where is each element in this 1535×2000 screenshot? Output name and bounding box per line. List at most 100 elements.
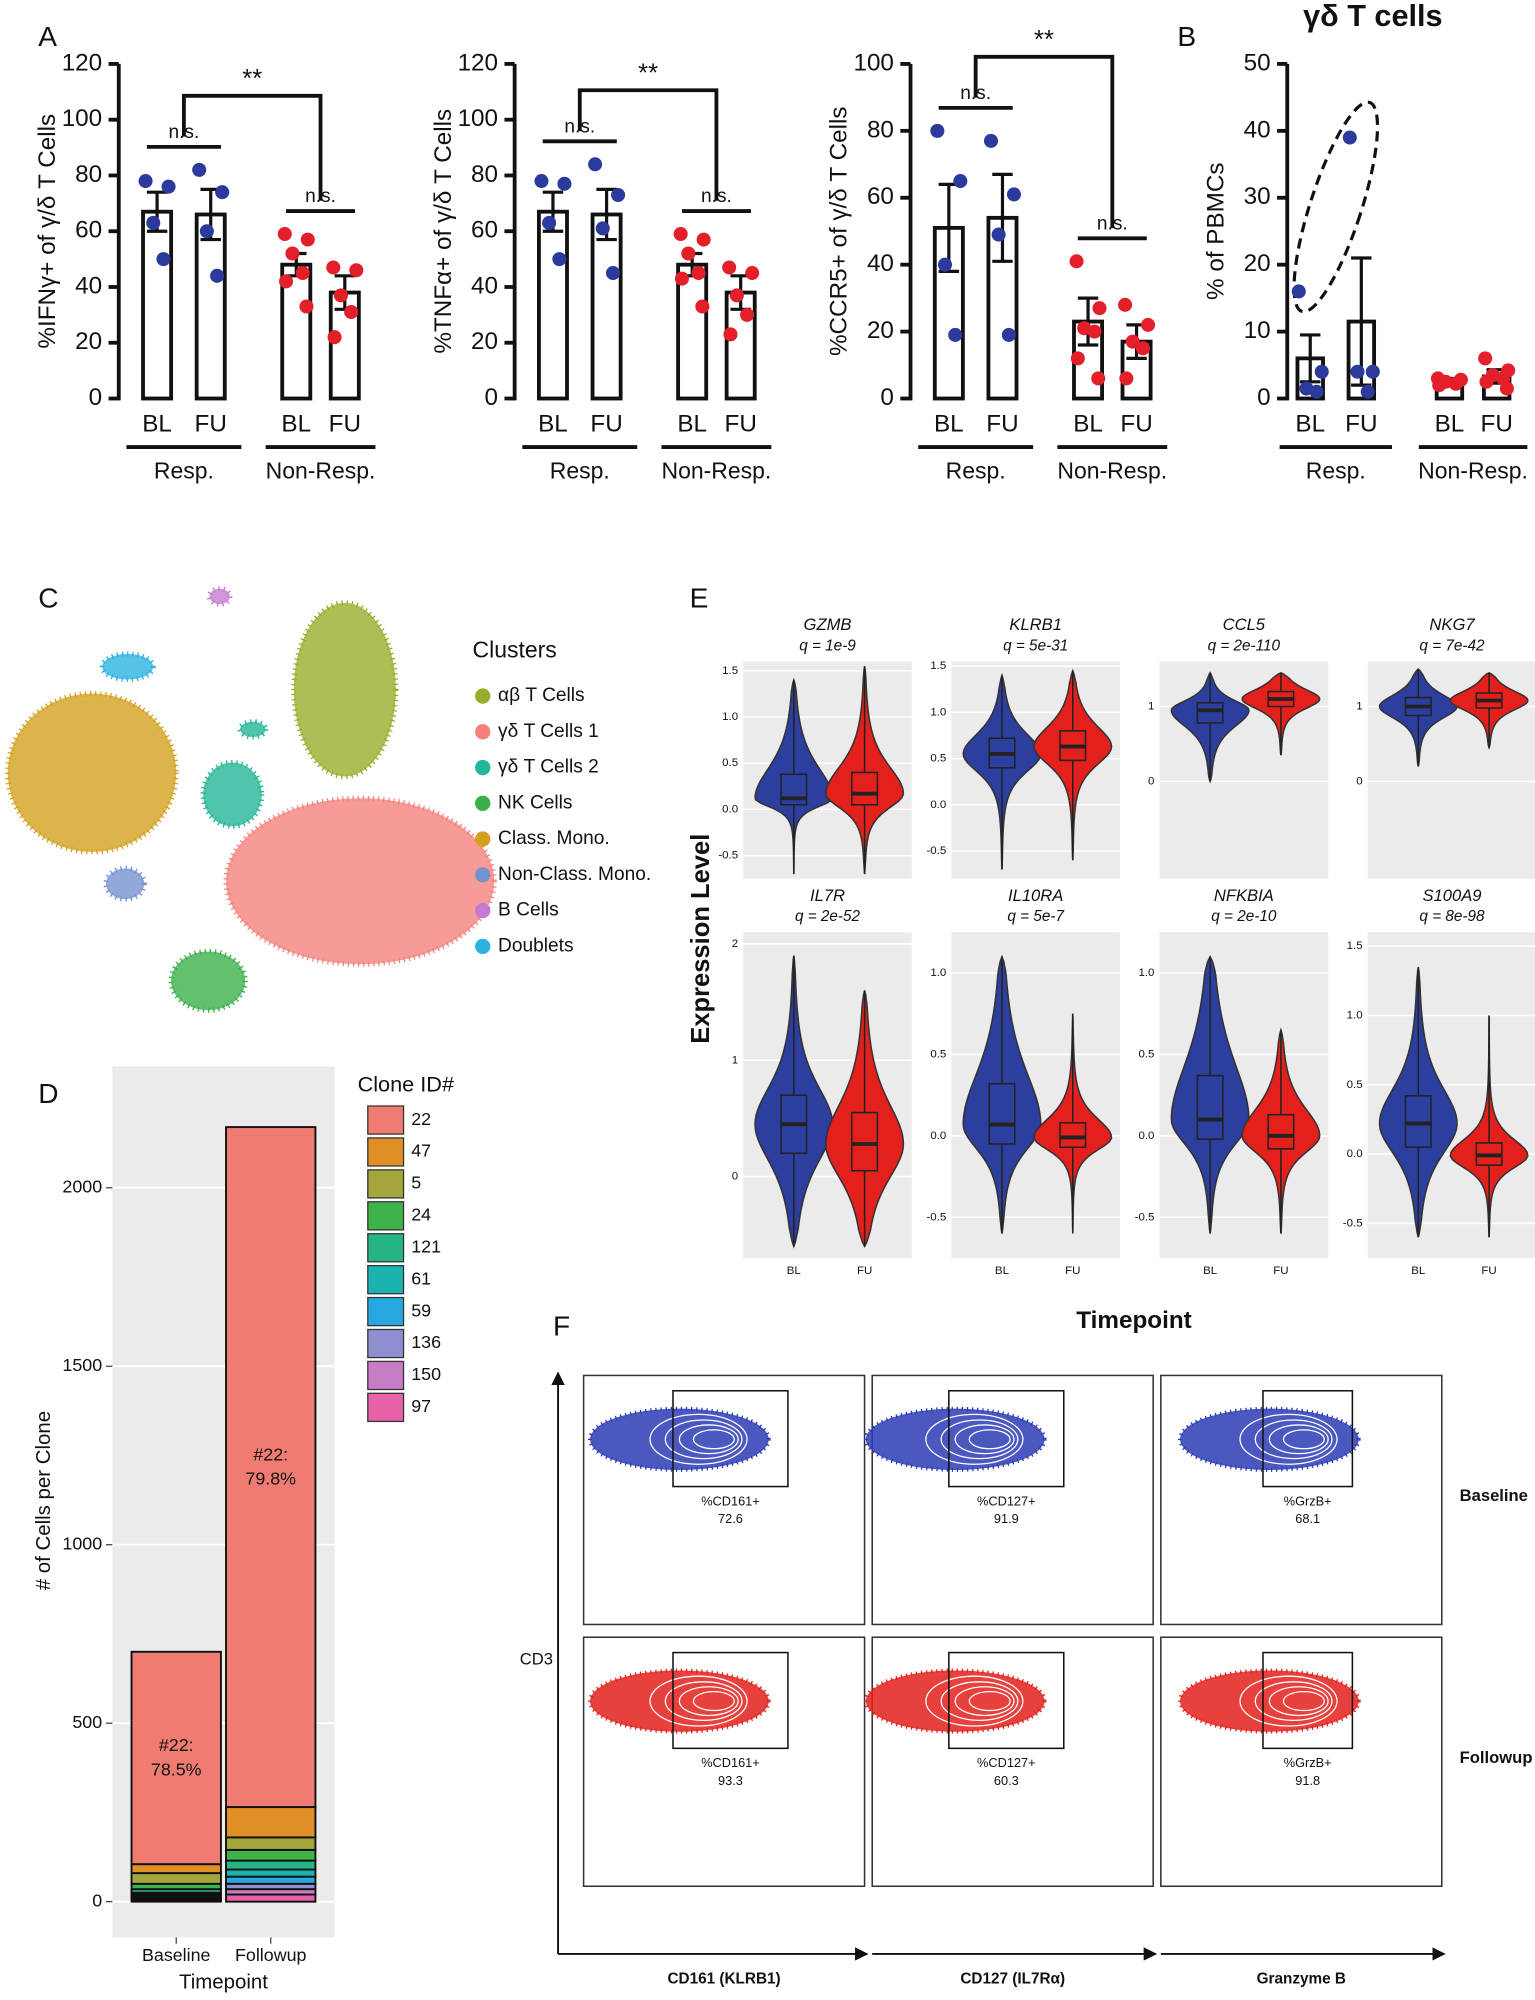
data-point bbox=[1479, 374, 1494, 389]
group-label: Non-Resp. bbox=[662, 458, 772, 484]
y-tick-label: 100 bbox=[853, 49, 893, 76]
box bbox=[851, 771, 879, 806]
data-point bbox=[1125, 334, 1140, 349]
data-point bbox=[333, 288, 348, 303]
contour bbox=[664, 1419, 743, 1460]
contour bbox=[649, 1413, 748, 1465]
data-point bbox=[299, 299, 314, 314]
bar bbox=[141, 209, 174, 401]
legend-label: Doublets bbox=[498, 935, 574, 956]
data-point bbox=[1119, 371, 1134, 386]
x-tick-label: BL bbox=[677, 411, 707, 438]
y-tick-label: 0 bbox=[485, 384, 499, 411]
row-label: Followup bbox=[1460, 1748, 1533, 1767]
legend-label: NK Cells bbox=[498, 792, 572, 813]
box bbox=[988, 1082, 1016, 1145]
data-point bbox=[161, 179, 176, 194]
data-point bbox=[1092, 301, 1107, 316]
data-point bbox=[673, 226, 688, 242]
y-tick-label: 500 bbox=[72, 1712, 102, 1732]
bar bbox=[536, 209, 569, 401]
data-point bbox=[722, 260, 737, 275]
y-tick-label: 0.5 bbox=[930, 1048, 946, 1060]
data-point bbox=[1069, 254, 1084, 269]
data-point bbox=[723, 327, 738, 342]
y-axis-label: %IFNγ+ of γ/δ T Cells bbox=[34, 114, 61, 349]
data-point bbox=[696, 232, 711, 247]
data-point bbox=[605, 266, 621, 281]
y-tick-label: 0 bbox=[1257, 384, 1271, 411]
y-tick-label: 0 bbox=[1148, 775, 1154, 787]
y-tick-label: -0.5 bbox=[926, 845, 946, 857]
data-point bbox=[295, 266, 310, 281]
data-point bbox=[327, 330, 342, 345]
contour bbox=[940, 1419, 1019, 1460]
legend-marker bbox=[475, 867, 491, 883]
x-tick-label: BL bbox=[1411, 1265, 1425, 1277]
data-point bbox=[344, 305, 359, 320]
gate bbox=[948, 1390, 1065, 1488]
bar-segment bbox=[225, 1806, 317, 1839]
bar bbox=[986, 215, 1019, 401]
annotation: ** bbox=[242, 65, 262, 93]
y-tick-label: 1.0 bbox=[930, 967, 946, 979]
chart-title: γδ T cells bbox=[1303, 0, 1442, 33]
gate bbox=[672, 1390, 789, 1488]
legend-label: Non-Class. Mono. bbox=[498, 864, 651, 885]
contour bbox=[940, 1681, 1019, 1722]
bracket bbox=[577, 88, 719, 201]
y-tick-label: 1.5 bbox=[722, 665, 738, 677]
data-point bbox=[1291, 284, 1306, 299]
legend-swatch bbox=[367, 1233, 405, 1263]
y-axis-label: Expression Level bbox=[687, 834, 715, 1044]
legend-label: 136 bbox=[411, 1332, 441, 1352]
x-axis-label: CD161 (KLRB1) bbox=[667, 1971, 780, 1988]
gene-name: IL10RA bbox=[1008, 886, 1063, 905]
box bbox=[1404, 1095, 1432, 1148]
cluster-cloud bbox=[5, 690, 179, 855]
contour bbox=[678, 1424, 739, 1455]
gate-label: %CD161+ bbox=[701, 1755, 760, 1770]
bar-segment bbox=[225, 1859, 317, 1871]
q-value: q = 5e-31 bbox=[1003, 637, 1068, 654]
data-point bbox=[991, 227, 1006, 242]
x-tick-label: BL bbox=[142, 411, 172, 438]
data-point bbox=[199, 224, 214, 239]
panel-label: B bbox=[1177, 21, 1196, 52]
x-tick-label: FU bbox=[195, 411, 227, 438]
contour bbox=[925, 1675, 1024, 1727]
data-point bbox=[534, 174, 549, 189]
gate bbox=[672, 1651, 789, 1750]
y-tick-label: 20 bbox=[75, 328, 102, 355]
y-tick-label: 100 bbox=[62, 105, 102, 132]
y-tick-label: 40 bbox=[471, 272, 498, 299]
data-point bbox=[1342, 130, 1357, 145]
y-axis-label: %TNFα+ of γ/δ T Cells bbox=[430, 109, 457, 354]
contour bbox=[1268, 1686, 1329, 1717]
x-tick-label: BL bbox=[538, 411, 568, 438]
legend-marker bbox=[475, 938, 491, 955]
gate-value: 91.9 bbox=[994, 1511, 1019, 1526]
y-tick-label: 0.0 bbox=[722, 803, 738, 815]
x-tick-label: BL bbox=[1295, 411, 1325, 438]
contour bbox=[678, 1686, 739, 1717]
data-point bbox=[611, 187, 626, 203]
group-label: Resp. bbox=[550, 458, 610, 484]
x-tick-label: BL bbox=[1203, 1265, 1217, 1277]
x-tick-label: FU bbox=[1345, 411, 1377, 438]
legend-label: γδ T Cells 2 bbox=[498, 757, 599, 778]
y-tick-label: 2000 bbox=[62, 1176, 102, 1196]
box bbox=[851, 1111, 879, 1172]
legend-title: Clusters bbox=[473, 636, 557, 662]
data-point bbox=[557, 176, 572, 191]
y-axis-label: # of Cells per Clone bbox=[33, 1411, 55, 1590]
legend-label: 5 bbox=[411, 1173, 421, 1193]
x-tick-label: FU bbox=[590, 411, 622, 438]
group-label: Non-Resp. bbox=[266, 458, 376, 484]
y-tick-label: -0.5 bbox=[926, 1211, 946, 1223]
q-value: q = 8e-98 bbox=[1419, 908, 1485, 925]
data-point bbox=[681, 246, 696, 261]
gate-value: 60.3 bbox=[994, 1773, 1019, 1788]
